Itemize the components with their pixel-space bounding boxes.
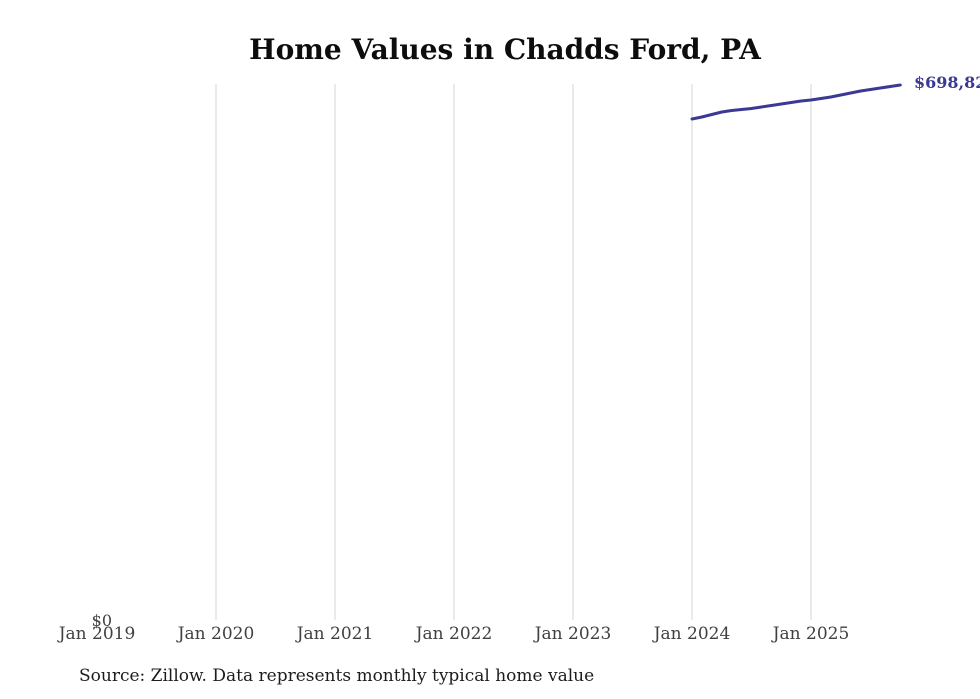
x-tick-label: Jan 2020 bbox=[177, 624, 255, 644]
home-value-line bbox=[690, 83, 902, 121]
source-note: Source: Zillow. Data represents monthly … bbox=[79, 666, 595, 686]
latest-value-label: $698,825 bbox=[914, 73, 980, 92]
y-axis-zero-label: $0 bbox=[91, 611, 112, 630]
x-tick-label: Jan 2022 bbox=[415, 624, 493, 644]
chart-title: Home Values in Chadds Ford, PA bbox=[249, 33, 761, 66]
x-tick-label: Jan 2025 bbox=[772, 624, 850, 644]
x-tick-label: Jan 2021 bbox=[296, 624, 374, 644]
x-tick-label: Jan 2019 bbox=[58, 624, 136, 644]
x-tick-label: Jan 2024 bbox=[653, 624, 731, 644]
x-tick-label: Jan 2023 bbox=[534, 624, 612, 644]
